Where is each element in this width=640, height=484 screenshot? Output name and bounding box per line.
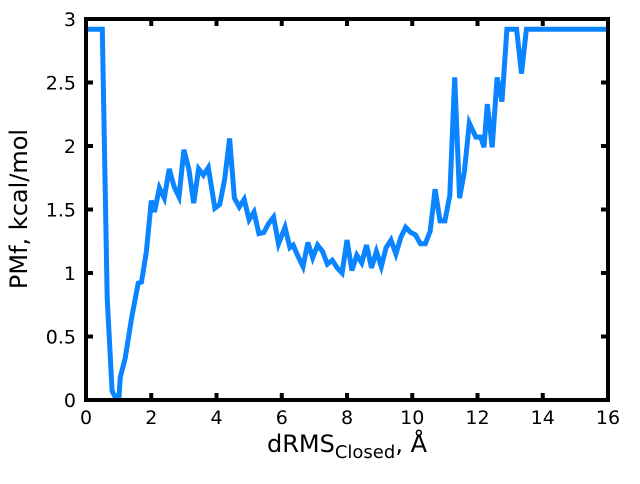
y-tick-label: 2 [64,136,76,158]
y-tick-label: 0.5 [46,327,76,349]
x-tick-label: 12 [465,407,489,429]
x-tick-label: 14 [531,407,555,429]
y-tick-label: 2.5 [46,73,76,95]
plot-background [86,19,608,400]
y-tick-labels: 0 0.5 1 1.5 2 2.5 3 [46,9,76,412]
series-layer [86,26,608,400]
x-tick-label: 6 [276,407,288,429]
x-tick-label: 2 [145,407,157,429]
x-tick-label: 10 [400,407,424,429]
x-axis-title-main: dRMS [267,430,335,458]
pmf-series-line [86,26,608,400]
x-tick-label: 4 [210,407,222,429]
x-axis-title-subscript: Closed [335,442,395,463]
x-tick-labels: 0 2 4 6 8 10 12 14 16 [80,407,620,429]
y-tick-label: 1 [64,263,76,285]
x-tick-label: 16 [596,407,620,429]
x-tick-label: 8 [341,407,353,429]
y-axis-title: PMf, kcal/mol [5,129,33,289]
y-tick-label: 3 [64,9,76,31]
y-tick-label: 0 [64,390,76,412]
x-axis-title-suffix: , Å [395,429,427,458]
y-tick-label: 1.5 [46,200,76,222]
plot-frame [84,17,610,402]
x-tick-label: 0 [80,407,92,429]
x-axis-title: dRMSClosed, Å [267,429,428,463]
